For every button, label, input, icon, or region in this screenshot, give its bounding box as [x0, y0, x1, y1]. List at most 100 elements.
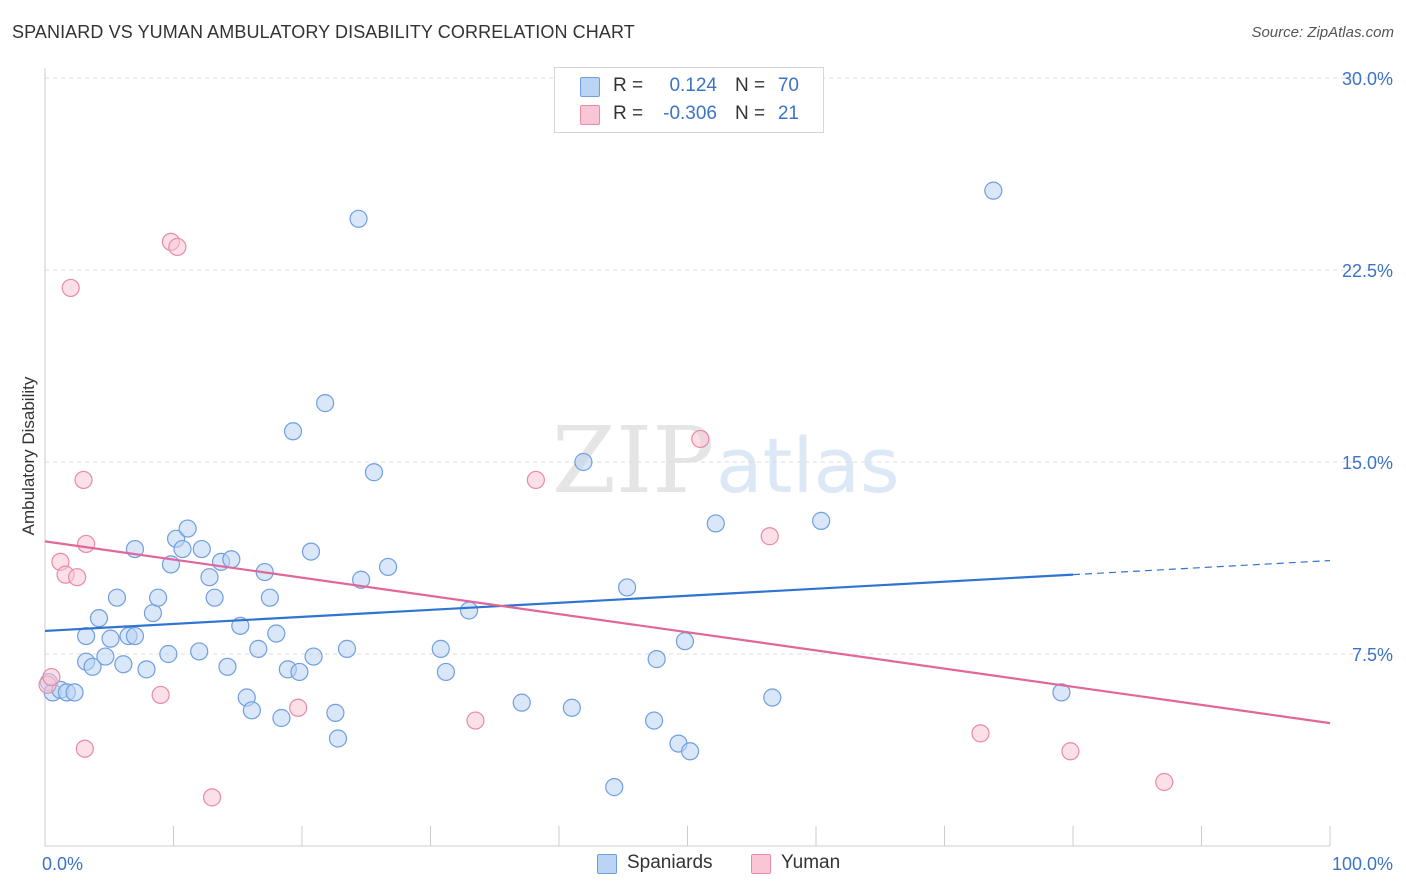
spaniard-point [77, 626, 96, 646]
yuman-point [202, 788, 222, 807]
spaniard-point [101, 629, 120, 648]
spaniard-point [352, 570, 371, 589]
spaniard-point [763, 688, 782, 707]
yuman-point [1061, 742, 1080, 761]
spaniard-point [190, 642, 209, 661]
spaniard-point [159, 644, 178, 664]
spaniard-point [647, 650, 666, 669]
spaniard-point [249, 639, 268, 658]
spaniard-point [83, 657, 102, 676]
spaniard-point [644, 711, 664, 730]
spaniard-point [1052, 683, 1071, 702]
yuman-point [691, 429, 710, 449]
yuman-point [760, 527, 779, 546]
yuman-trend-line [44, 540, 1331, 725]
legend-row-yuman: R = -0.306 N = 21 [555, 100, 823, 128]
spaniard-point [328, 729, 348, 748]
spaniard-point [96, 647, 115, 666]
yuman-point [75, 739, 94, 758]
legend-n-label: N = [735, 75, 766, 96]
spaniard-point [349, 209, 368, 228]
yuman-point [168, 237, 187, 257]
spaniard-point [680, 742, 700, 761]
spaniards-trend-extension [1072, 559, 1331, 576]
spaniard-point [316, 394, 335, 413]
watermark: ZIP atlas [552, 407, 900, 514]
x-tick-label: 0.0% [42, 854, 83, 874]
spaniards-trend-line [44, 573, 1074, 633]
spaniard-point [326, 703, 345, 722]
spaniard-point [65, 683, 84, 702]
spaniard-point [148, 588, 168, 607]
y-tick-label: 22.5% [1342, 261, 1393, 281]
spaniard-point [218, 657, 237, 676]
bottom-legend-swatch-spaniards [597, 854, 617, 874]
legend-r-value: 0.124 [669, 75, 717, 96]
legend-n-value: 21 [777, 103, 799, 124]
spaniard-point [283, 422, 303, 441]
yuman-point [61, 278, 80, 298]
spaniard-point [192, 539, 211, 559]
spaniard-point [706, 514, 725, 533]
spaniard-point [89, 609, 109, 628]
spaniard-point [378, 557, 398, 577]
yuman-point [151, 685, 170, 705]
spaniard-point [200, 568, 219, 587]
yuman-point [971, 724, 990, 743]
yuman-point [42, 667, 61, 687]
spaniard-point [267, 624, 286, 643]
correlation-legend: R = 0.124 N = 70 R = -0.306 N = 21 [554, 67, 824, 133]
spaniard-point [364, 463, 384, 482]
source-label: Source: ZipAtlas.com [1251, 24, 1394, 41]
spaniard-point [675, 632, 695, 651]
y-axis-label: Ambulatory Disability [19, 376, 38, 535]
bottom-legend-swatch-yuman [751, 854, 771, 874]
yuman-point [1155, 772, 1174, 792]
spaniard-point [222, 550, 241, 569]
legend-r-label: R = [613, 75, 644, 96]
spaniard-point [337, 639, 357, 658]
legend-row-spaniards: R = 0.124 N = 70 [555, 72, 823, 100]
axes [44, 68, 1331, 847]
yuman-point [74, 470, 93, 490]
spaniard-point [459, 601, 479, 620]
spaniard-point [178, 519, 197, 538]
spaniard-point [301, 542, 321, 561]
yuman-point [289, 698, 308, 717]
chart-title: SPANIARD VS YUMAN AMBULATORY DISABILITY … [12, 22, 635, 42]
yuman-point [77, 534, 96, 554]
x-tick-label: 100.0% [1332, 854, 1393, 874]
spaniard-point [173, 539, 192, 559]
spaniard-point [436, 662, 456, 682]
spaniard-point [984, 181, 1003, 200]
legend-n-value: 70 [777, 75, 799, 96]
yuman-point [68, 568, 87, 587]
spaniard-point [205, 588, 224, 607]
spaniard-point [107, 588, 127, 607]
yuman-point [466, 711, 485, 730]
spaniard-point [125, 626, 145, 646]
spaniard-point [618, 578, 637, 597]
trend-lines [44, 540, 1331, 725]
spaniard-point [512, 693, 531, 712]
gridlines [45, 77, 1392, 655]
spaniard-point [605, 778, 624, 797]
y-tick-label: 7.5% [1352, 645, 1393, 665]
spaniard-point [260, 588, 279, 607]
spaniard-point [143, 603, 163, 623]
spaniard-point [304, 647, 323, 666]
legend-n-label: N = [735, 103, 766, 124]
legend-swatch-yuman [580, 105, 600, 125]
watermark-atlas: atlas [716, 421, 900, 510]
tick-labels: 7.5% 15.0% 22.5% 30.0% 0.0% 100.0% [42, 69, 1393, 874]
bottom-legend-label: Yuman [781, 852, 841, 873]
spaniard-point [431, 639, 450, 658]
spaniard-point [562, 698, 581, 717]
bottom-legend-label: Spaniards [627, 852, 713, 873]
spaniard-point [114, 655, 133, 674]
legend-swatch-spaniards [580, 77, 600, 97]
spaniard-point [290, 662, 309, 682]
y-tick-label: 30.0% [1342, 69, 1393, 89]
legend-r-value: -0.306 [663, 103, 717, 124]
